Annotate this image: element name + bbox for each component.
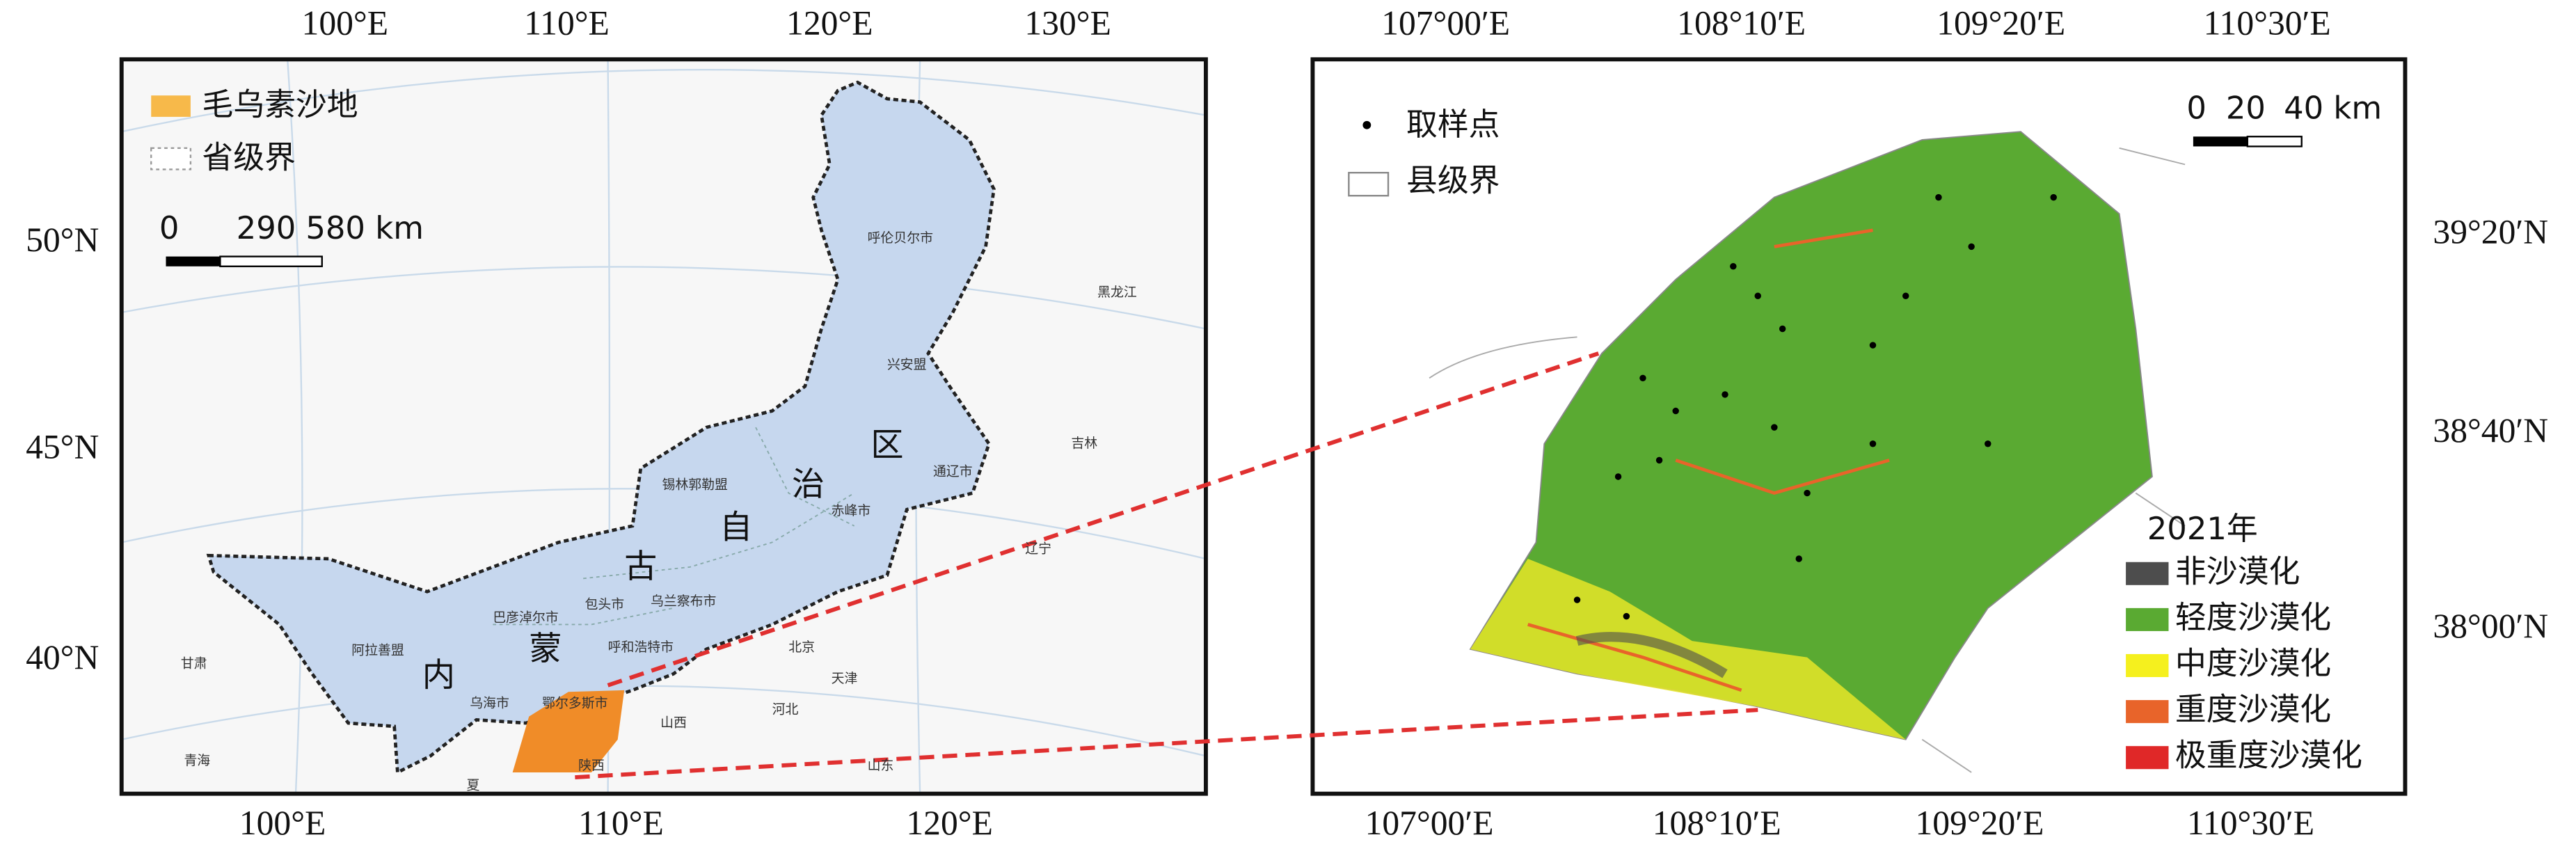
place-label: 鄂尔多斯市 <box>542 695 607 710</box>
legend-label: 省级界 <box>202 138 296 175</box>
right-axis-label: 39°20′N <box>2433 212 2548 251</box>
class-swatch <box>2126 562 2169 585</box>
scale-label: 40 km <box>2284 89 2382 126</box>
scale-label: 290 <box>237 209 296 246</box>
place-label: 夏 <box>467 777 480 793</box>
mu-us-sandy-land <box>512 690 625 772</box>
class-label: 重度沙漠化 <box>2175 691 2331 728</box>
bottom-axis-label: 109°20′E <box>1916 804 2044 842</box>
class-label: 非沙漠化 <box>2175 553 2300 589</box>
place-label: 乌海市 <box>470 695 509 710</box>
region-name: 蒙 <box>529 630 562 668</box>
left-map <box>119 57 1208 796</box>
place-label: 北京 <box>788 639 815 655</box>
region-name: 区 <box>870 426 903 464</box>
left-axis-label: 45°N <box>26 428 99 466</box>
scale-label: 0 <box>159 209 180 246</box>
top-axis-label: 110°30′E <box>2204 3 2331 42</box>
place-label: 辽宁 <box>1025 541 1051 556</box>
place-label: 巴彦淖尔市 <box>493 610 558 626</box>
bottom-axis-label: 107°00′E <box>1365 804 1494 842</box>
place-label: 呼伦贝尔市 <box>868 230 933 246</box>
class-label: 轻度沙漠化 <box>2175 598 2331 635</box>
top-axis-label: 120°E <box>786 3 873 42</box>
class-legend-title: 2021年 <box>2147 510 2258 547</box>
region-name: 自 <box>719 509 752 547</box>
scale-label: 20 <box>2226 89 2266 126</box>
region-name: 内 <box>422 656 455 694</box>
legend-label: 县级界 <box>1406 161 1500 198</box>
place-label: 山东 <box>868 758 894 773</box>
right-axis-label: 38°40′N <box>2433 411 2548 450</box>
inner-mongolia <box>206 80 996 775</box>
left-axis-label: 50°N <box>26 221 99 259</box>
place-label: 包头市 <box>585 597 625 612</box>
top-axis-label: 108°10′E <box>1677 3 1806 42</box>
class-swatch <box>2126 607 2169 631</box>
bottom-axis-label: 110°E <box>578 804 664 842</box>
class-label: 中度沙漠化 <box>2175 644 2331 681</box>
scale-label: 580 km <box>305 209 424 246</box>
place-label: 呼和浩特市 <box>608 639 674 655</box>
place-label: 锡林郭勒盟 <box>662 477 728 492</box>
bottom-axis-label: 100°E <box>239 804 326 842</box>
left-axis-label: 40°N <box>26 638 99 676</box>
place-label: 山西 <box>660 715 687 731</box>
place-label: 陕西 <box>578 758 605 773</box>
place-label: 通辽市 <box>933 463 973 479</box>
top-axis-label: 107°00′E <box>1381 3 1510 42</box>
legend-label: 毛乌素沙地 <box>202 86 358 123</box>
class-swatch <box>2126 700 2169 724</box>
place-label: 河北 <box>772 702 799 717</box>
place-label: 阿拉善盟 <box>351 643 404 658</box>
bottom-axis-label: 120°E <box>906 804 992 842</box>
region-name: 古 <box>624 548 657 586</box>
region-name: 治 <box>792 466 825 504</box>
right-map <box>1310 57 2408 796</box>
legend-label: 取样点 <box>1406 106 1500 143</box>
place-label: 黑龙江 <box>1097 285 1137 300</box>
top-axis-label: 100°E <box>302 3 388 42</box>
top-axis-label: 110°E <box>524 3 610 42</box>
place-label: 甘肃 <box>181 656 207 672</box>
bottom-axis-label: 108°10′E <box>1653 804 1781 842</box>
bottom-axis-label: 110°30′E <box>2187 804 2314 842</box>
top-axis-label: 109°20′E <box>1937 3 2065 42</box>
class-label: 极重度沙漠化 <box>2175 737 2362 774</box>
class-swatch <box>2126 653 2169 678</box>
place-label: 兴安盟 <box>887 357 927 372</box>
place-label: 乌兰察布市 <box>651 594 716 609</box>
place-label: 天津 <box>832 671 858 686</box>
place-label: 吉林 <box>1071 436 1097 451</box>
scale-label: 0 <box>2186 89 2207 126</box>
right-axis-label: 38°00′N <box>2433 607 2548 645</box>
top-axis-label: 130°E <box>1024 3 1111 42</box>
place-label: 赤峰市 <box>832 503 871 518</box>
place-label: 青海 <box>184 753 210 768</box>
class-swatch <box>2126 746 2169 770</box>
